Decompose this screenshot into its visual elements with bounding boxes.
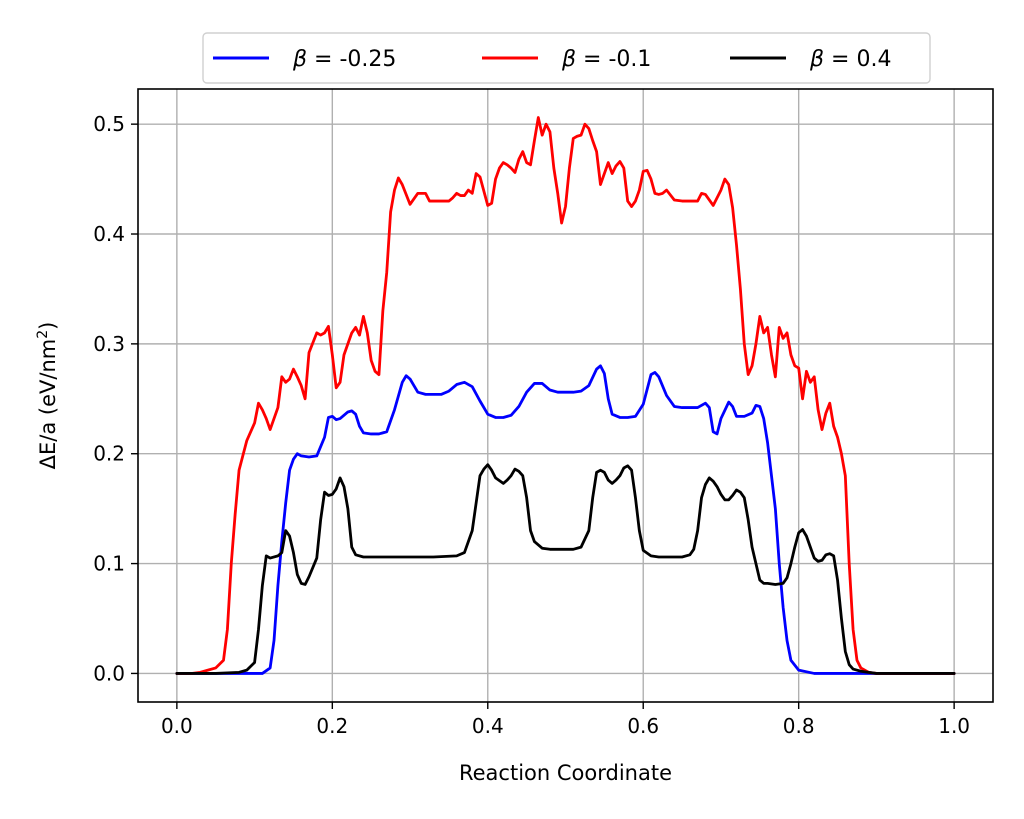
- x-tick-label: 0.4: [472, 714, 504, 738]
- legend-value: = -0.25: [307, 47, 396, 72]
- y-axis-label: ΔE/a (eV/nm2): [35, 322, 60, 470]
- y-tick-label: 0.0: [93, 661, 125, 685]
- legend-symbol: β: [561, 47, 576, 72]
- y-tick-label: 0.4: [93, 222, 125, 246]
- legend-label-1: β = -0.25: [292, 47, 396, 72]
- y-tick-label: 0.2: [93, 442, 125, 466]
- axis-ticks: 0.0 0.2 0.4 0.6 0.8 1.0 0.0 0.1 0.2 0.3 0.4 0.5: [93, 112, 970, 738]
- series-line-2: [175, 116, 956, 675]
- y-axis-label-tail: ): [36, 322, 60, 330]
- x-tick-label: 0.0: [161, 714, 193, 738]
- y-tick-label: 0.3: [93, 332, 125, 356]
- legend-label-3: β = 0.4: [809, 47, 891, 72]
- legend-label-2: β = -0.1: [561, 47, 651, 72]
- plot-frame: [137, 88, 994, 703]
- y-axis-label-main: ΔE/a (eV/nm: [36, 339, 60, 470]
- y-tick-label: 0.5: [93, 112, 125, 136]
- legend-box: [202, 32, 931, 84]
- legend-symbol: β: [292, 47, 307, 72]
- legend-value: = 0.4: [824, 47, 891, 72]
- y-axis-label-superscript: 2: [35, 330, 51, 339]
- x-tick-label: 0.2: [316, 714, 348, 738]
- x-tick-label: 0.8: [783, 714, 815, 738]
- series-line-3: [175, 463, 956, 675]
- series-lines: [175, 116, 956, 675]
- y-tick-label: 0.1: [93, 552, 125, 576]
- legend: β = -0.25 β = -0.1 β = 0.4: [202, 32, 931, 84]
- x-axis-label: Reaction Coordinate: [459, 761, 672, 785]
- legend-value: = -0.1: [576, 47, 651, 72]
- x-tick-label: 1.0: [938, 714, 970, 738]
- legend-symbol: β: [809, 47, 824, 72]
- series-line-1: [175, 364, 956, 675]
- x-tick-label: 0.6: [627, 714, 659, 738]
- grid-lines: [138, 89, 993, 702]
